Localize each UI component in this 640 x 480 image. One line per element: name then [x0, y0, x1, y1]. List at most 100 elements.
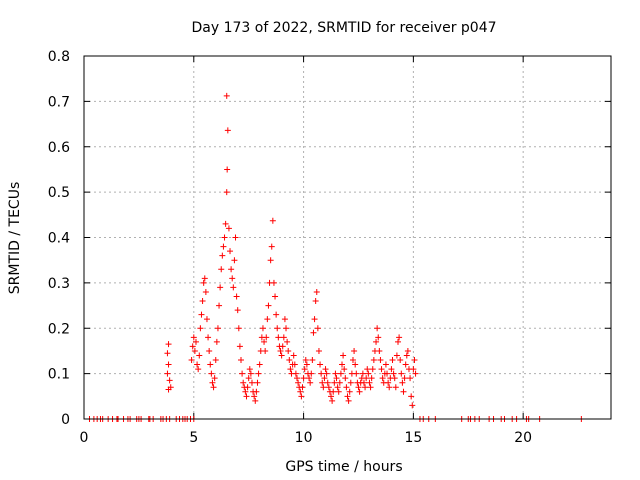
- data-point: [208, 370, 215, 377]
- data-point: [322, 366, 329, 373]
- data-point: [219, 252, 226, 259]
- data-point: [199, 298, 206, 305]
- data-point: [223, 189, 230, 196]
- data-point: [251, 393, 258, 400]
- data-point: [285, 347, 292, 354]
- data-point: [369, 366, 376, 373]
- data-point: [196, 352, 203, 359]
- data-point: [299, 384, 306, 391]
- data-point: [393, 352, 400, 359]
- data-point: [191, 347, 198, 354]
- data-point: [242, 388, 249, 395]
- data-point: [300, 375, 307, 382]
- data-point: [272, 293, 279, 300]
- data-point: [366, 379, 373, 386]
- data-point: [386, 384, 393, 391]
- data-point: [221, 234, 228, 241]
- data-point: [367, 384, 374, 391]
- data-point: [224, 166, 231, 173]
- data-point: [277, 347, 284, 354]
- data-point: [376, 347, 383, 354]
- data-point: [239, 370, 246, 377]
- data-point: [290, 352, 297, 359]
- data-point: [335, 388, 342, 395]
- data-point: [210, 384, 217, 391]
- data-point: [329, 397, 336, 404]
- data-point: [324, 379, 331, 386]
- data-point: [363, 375, 370, 382]
- y-axis-label: SRMTID / TECUs: [7, 182, 23, 295]
- data-point: [189, 343, 196, 350]
- data-point: [281, 316, 288, 323]
- y-tick-label: 0.4: [48, 231, 70, 247]
- data-point: [349, 357, 356, 364]
- y-tick-label: 0.7: [48, 94, 70, 110]
- data-point: [330, 388, 337, 395]
- data-point: [377, 357, 384, 364]
- data-point: [201, 275, 208, 282]
- data-point: [389, 357, 396, 364]
- data-point: [325, 384, 332, 391]
- data-point: [345, 397, 352, 404]
- data-point: [404, 347, 411, 354]
- data-point: [197, 325, 204, 332]
- data-point: [347, 379, 354, 386]
- data-point: [355, 384, 362, 391]
- data-point: [315, 347, 322, 354]
- data-point: [319, 379, 326, 386]
- axis-ticks: 0 0.1 0.2 0.3 0.4 0.5 0.6 0.7 0.8 0 5 10 15 20: [48, 49, 611, 446]
- data-point: [209, 379, 216, 386]
- data-point: [359, 370, 366, 377]
- data-point: [379, 375, 386, 382]
- x-tick-label: 10: [295, 430, 313, 446]
- data-point: [253, 388, 260, 395]
- data-point: [303, 361, 310, 368]
- data-point: [212, 357, 219, 364]
- data-point: [297, 388, 304, 395]
- data-point: [234, 307, 241, 314]
- data-point: [378, 366, 385, 373]
- data-point: [220, 243, 227, 250]
- data-point: [164, 370, 171, 377]
- data-point: [273, 311, 280, 318]
- data-point: [401, 375, 408, 382]
- data-point: [382, 361, 389, 368]
- data-point: [400, 388, 407, 395]
- data-point: [331, 379, 338, 386]
- data-point: [374, 325, 381, 332]
- data-point: [396, 334, 403, 341]
- plot-area-border: [83, 55, 612, 420]
- data-point: [385, 379, 392, 386]
- data-point: [346, 388, 353, 395]
- data-point: [337, 370, 344, 377]
- data-point: [248, 379, 255, 386]
- data-point: [407, 375, 414, 382]
- data-point: [323, 370, 330, 377]
- data-point: [240, 379, 247, 386]
- data-point: [332, 370, 339, 377]
- data-point: [287, 366, 294, 373]
- data-point: [238, 357, 245, 364]
- data-point: [313, 288, 320, 295]
- data-point: [198, 311, 205, 318]
- data-point: [269, 217, 276, 224]
- data-point: [202, 288, 209, 295]
- data-point: [235, 325, 242, 332]
- data-point: [399, 379, 406, 386]
- data-point: [410, 366, 417, 373]
- data-point: [334, 384, 341, 391]
- data-point: [284, 338, 291, 345]
- data-point: [339, 361, 346, 368]
- data-point: [264, 316, 271, 323]
- data-point: [265, 302, 272, 309]
- data-point: [388, 366, 395, 373]
- data-point: [375, 334, 382, 341]
- data-point: [318, 370, 325, 377]
- y-tick-label: 0.6: [48, 140, 70, 156]
- data-point: [353, 370, 360, 377]
- data-point: [341, 366, 348, 373]
- data-point: [270, 279, 277, 286]
- data-point: [292, 370, 299, 377]
- data-point: [302, 357, 309, 364]
